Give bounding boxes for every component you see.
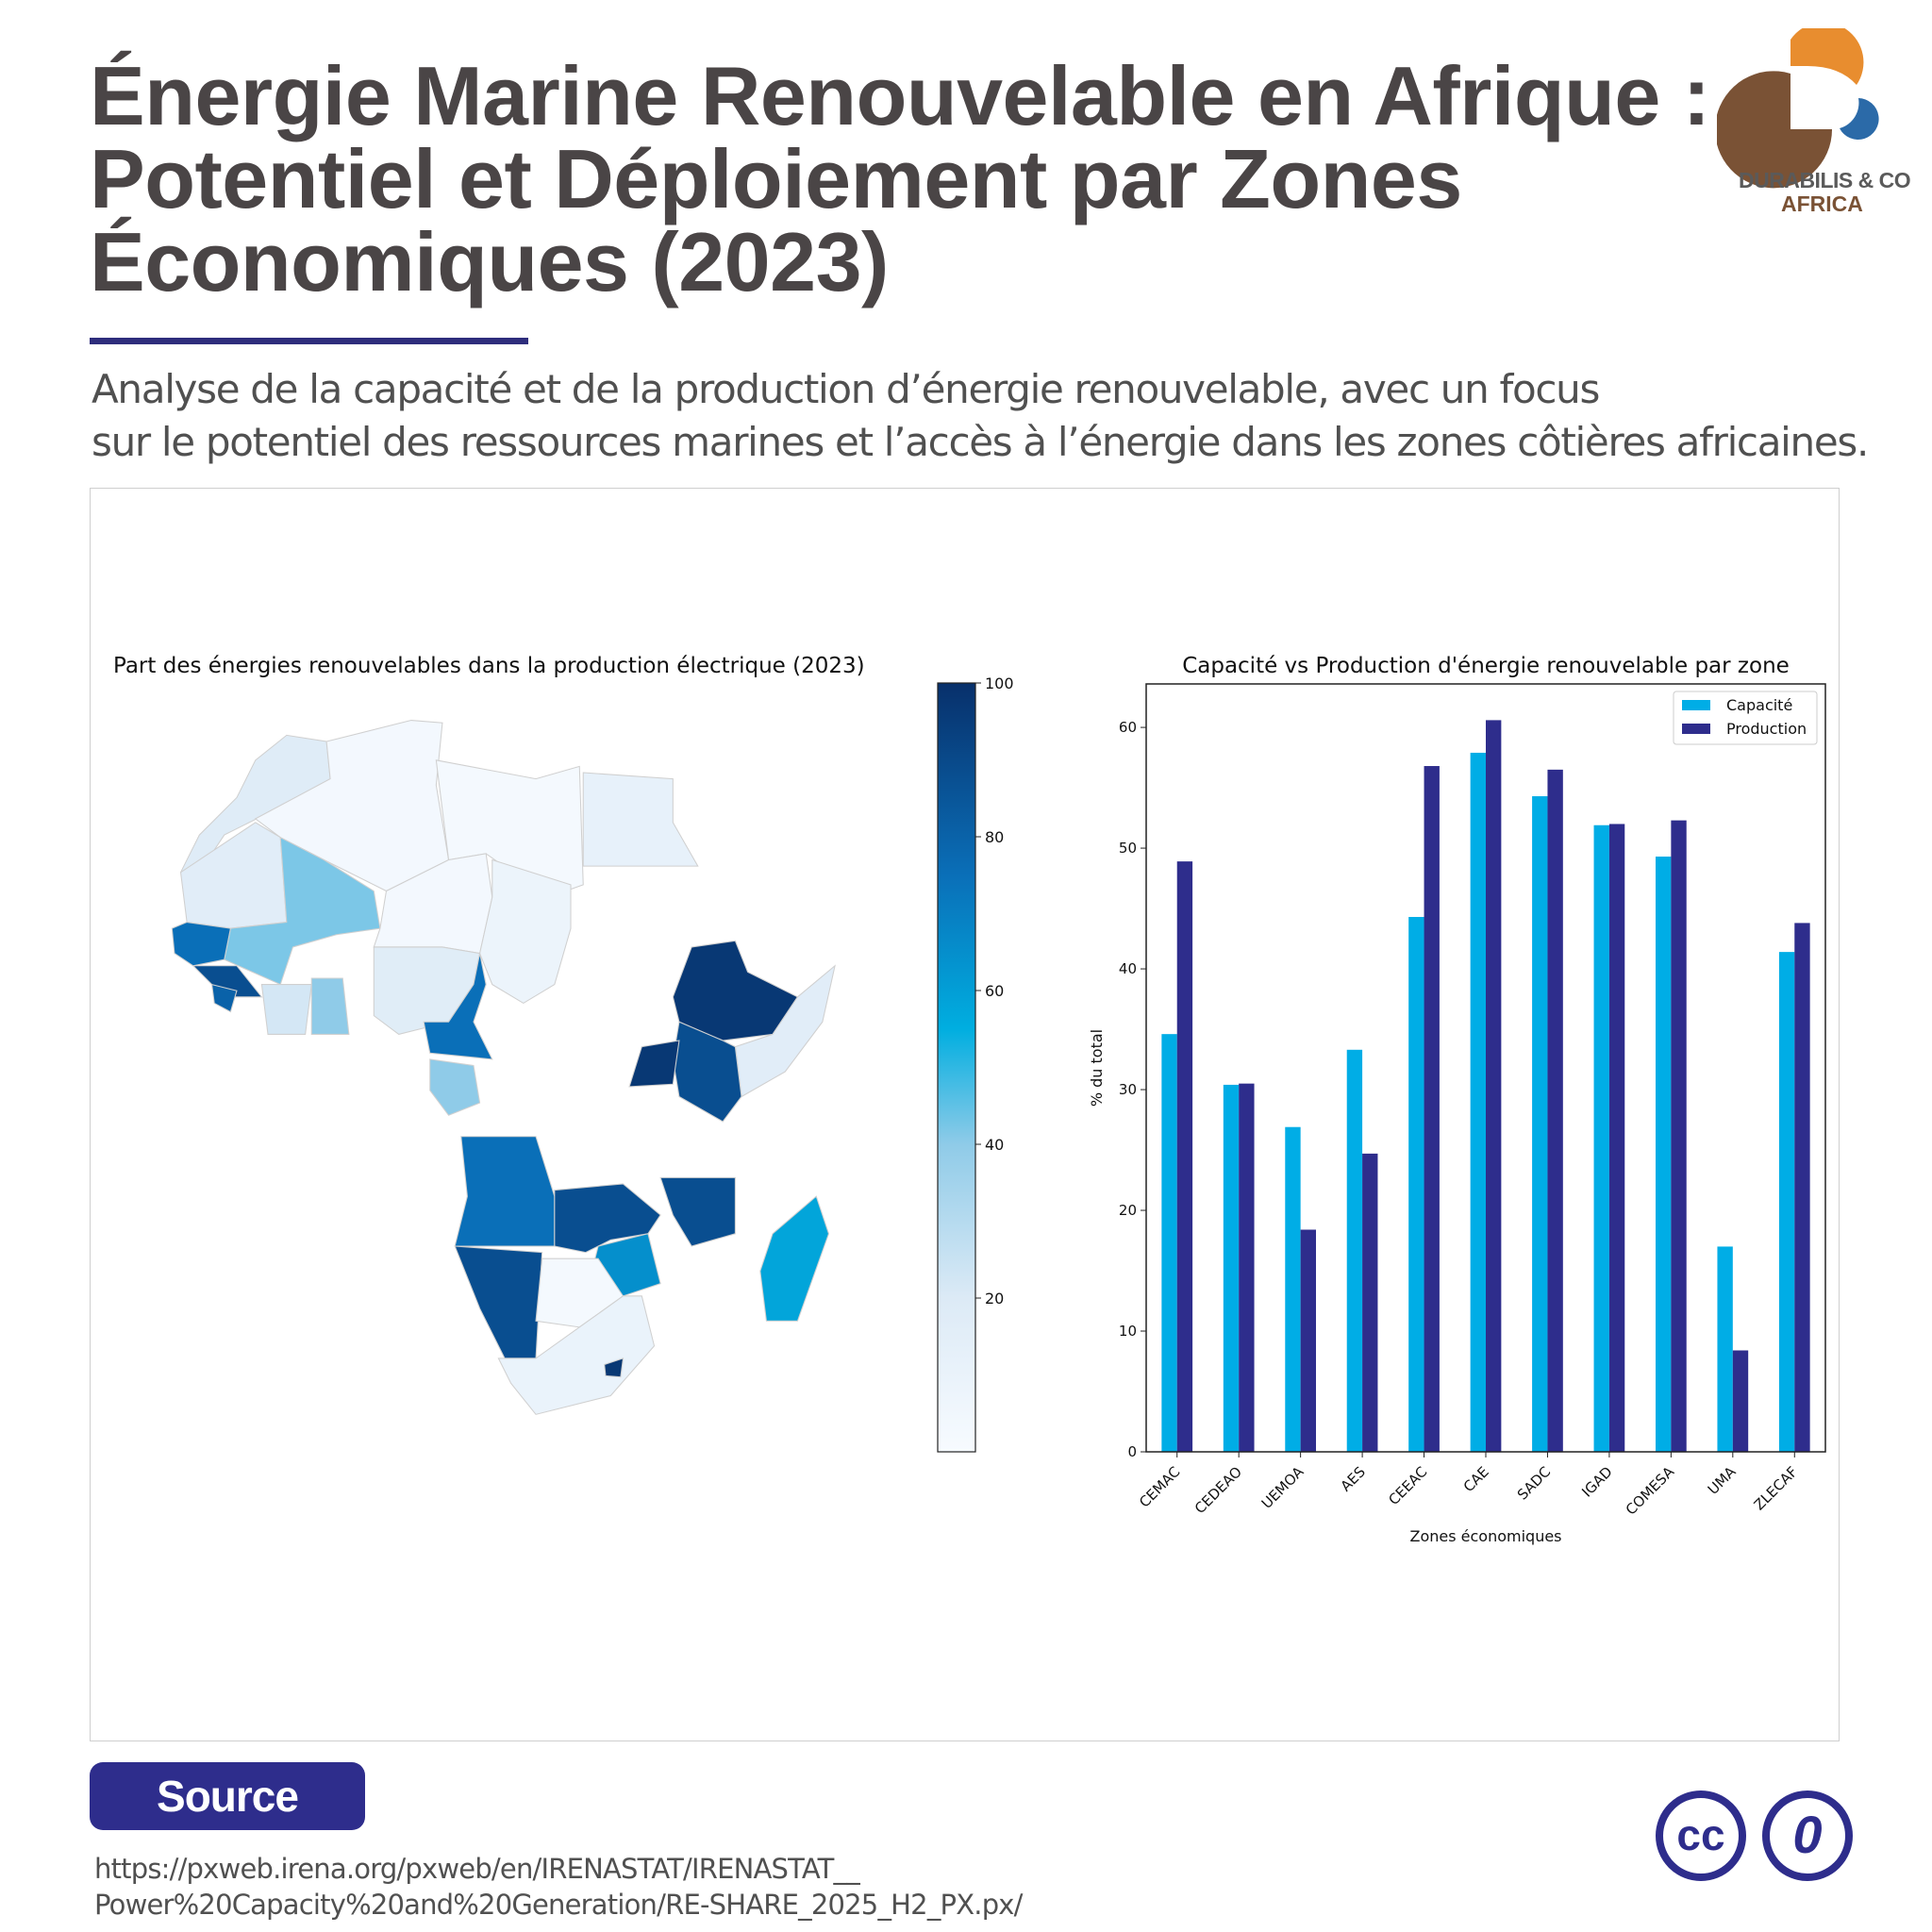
source-url[interactable]: https://pxweb.irena.org/pxweb/en/IRENAST… — [94, 1851, 1023, 1923]
map-region — [628, 1040, 680, 1088]
x-tick-label: AES — [1337, 1463, 1368, 1494]
colorbar-tick-label: 20 — [985, 1290, 1004, 1307]
x-tick-label: CAE — [1460, 1463, 1492, 1495]
map-region — [659, 1176, 736, 1247]
chart-frame — [90, 488, 1840, 1741]
bar-production-zlecaf — [1794, 923, 1810, 1452]
bar-capacit-aes — [1346, 1049, 1363, 1452]
cc-zero-icon: 0 — [1762, 1790, 1853, 1881]
durabilis-logo — [1717, 28, 1879, 189]
map-region — [224, 836, 381, 986]
bar-capacit-cedeao — [1223, 1084, 1240, 1452]
legend: Capacité Production — [1673, 691, 1818, 745]
bar-capacit-zlecaf — [1778, 952, 1795, 1452]
bar-capacit-sadc — [1532, 796, 1548, 1452]
bar-chart-title: Capacité vs Production d'énergie renouve… — [1182, 654, 1790, 678]
bar-capacit-ceeac — [1408, 917, 1424, 1452]
y-tick-label: 60 — [1119, 719, 1137, 736]
source-url-line[interactable]: https://pxweb.irena.org/pxweb/en/IRENAST… — [94, 1853, 860, 1885]
colorbar-tick-label: 40 — [985, 1136, 1004, 1154]
map-region — [454, 1245, 543, 1359]
x-tick-label: UMA — [1705, 1463, 1740, 1498]
x-tick-label: UEMOA — [1258, 1463, 1307, 1512]
source-url-line[interactable]: Power%20Capacity%20and%20Generation/RE-S… — [94, 1889, 1023, 1921]
map-region — [582, 772, 699, 867]
title-line: Économiques (2023) — [90, 215, 889, 308]
x-tick-label: COMESA — [1623, 1463, 1678, 1519]
bar-production-sadc — [1547, 769, 1563, 1452]
source-button[interactable]: Source — [90, 1762, 365, 1830]
bar-capacit-uma — [1717, 1246, 1733, 1452]
logo-text: AFRICA — [1781, 192, 1863, 216]
title-line: Potentiel et Déploiement par Zones — [90, 132, 1462, 225]
map-region — [310, 977, 350, 1035]
y-tick-label: 40 — [1119, 960, 1137, 977]
map-region — [734, 964, 836, 1098]
cc-icon: cc — [1656, 1790, 1746, 1881]
x-tick-label: IGAD — [1578, 1463, 1615, 1500]
y-tick-label: 50 — [1119, 840, 1137, 857]
map-region — [454, 1136, 556, 1247]
page-subtitle: Analyse de la capacité et de la producti… — [92, 363, 1869, 469]
map-region — [479, 858, 572, 1005]
x-axis-label: Zones économiques — [1409, 1527, 1561, 1545]
map-region — [171, 921, 232, 967]
y-tick-label: 0 — [1127, 1443, 1137, 1460]
page-title: Énergie Marine Renouvelable en Afrique :… — [90, 55, 1712, 304]
colorbar — [937, 682, 976, 1453]
bar-capacit-comesa — [1656, 857, 1672, 1452]
x-tick-label: CEMAC — [1136, 1463, 1183, 1510]
map-region — [759, 1195, 830, 1322]
colorbar-tick-label: 60 — [985, 982, 1004, 1000]
bar-production-uma — [1732, 1350, 1749, 1452]
x-tick-label: SADC — [1514, 1463, 1554, 1503]
map-region — [179, 822, 288, 929]
subtitle-line: Analyse de la capacité et de la producti… — [92, 366, 1600, 412]
map-region — [604, 1357, 625, 1378]
logo-text: DURABILIS & CO — [1739, 168, 1911, 192]
bar-production-cedeao — [1239, 1083, 1255, 1452]
bar-capacit-cae — [1470, 752, 1486, 1452]
bar-capacit-uemoa — [1285, 1126, 1301, 1452]
bar-production-ceeac — [1424, 766, 1440, 1452]
map-region — [554, 1183, 661, 1254]
bar-capacit-cemac — [1161, 1034, 1177, 1452]
colorbar-tick-label: 100 — [985, 675, 1014, 692]
y-tick-label: 30 — [1119, 1081, 1137, 1098]
bar-production-comesa — [1671, 820, 1687, 1452]
legend-swatch-production — [1682, 724, 1710, 734]
map-region — [260, 984, 312, 1035]
map-region — [429, 1058, 481, 1116]
title-line: Énergie Marine Renouvelable en Afrique : — [90, 49, 1710, 142]
subtitle-line: sur le potentiel des ressources marines … — [92, 419, 1869, 465]
x-tick-label: CEDEAO — [1191, 1463, 1245, 1517]
bar-production-cemac — [1176, 861, 1193, 1452]
y-tick-label: 20 — [1119, 1202, 1137, 1219]
map-region — [497, 1295, 656, 1415]
title-underline — [90, 338, 528, 344]
legend-label: Production — [1726, 720, 1807, 738]
legend-swatch-capacite — [1682, 700, 1710, 710]
map-title: Part des énergies renouvelables dans la … — [113, 654, 865, 678]
bar-production-igad — [1608, 824, 1625, 1452]
bar-production-uemoa — [1300, 1229, 1316, 1452]
y-tick-label: 10 — [1119, 1323, 1137, 1340]
x-tick-label: CEEAC — [1385, 1463, 1430, 1508]
legend-label: Capacité — [1726, 696, 1792, 714]
colorbar-tick-label: 80 — [985, 828, 1004, 846]
bar-production-cae — [1486, 720, 1502, 1452]
map-region — [210, 983, 238, 1013]
africa-map — [171, 720, 836, 1415]
bar-capacit-igad — [1593, 824, 1609, 1452]
bar-production-aes — [1362, 1153, 1378, 1452]
y-axis-label: % du total — [1088, 1029, 1106, 1107]
map-region — [423, 953, 493, 1060]
x-tick-label: ZLECAF — [1751, 1463, 1801, 1513]
